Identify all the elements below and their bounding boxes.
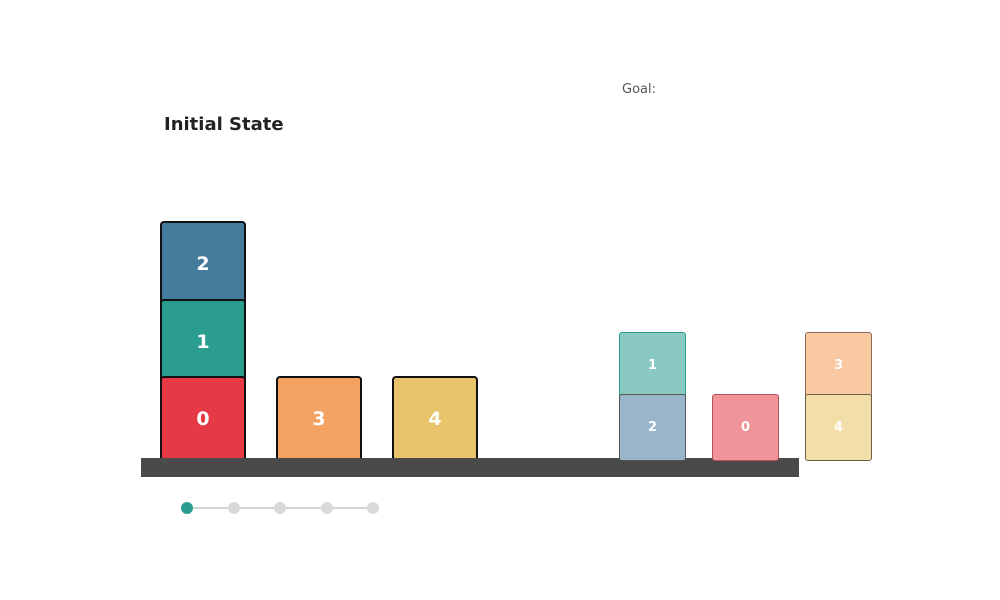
goal-block-3: 3 — [805, 332, 872, 399]
step-dot-1[interactable] — [181, 502, 193, 514]
state-title: Initial State — [164, 114, 284, 135]
block-1[interactable]: 1 — [160, 299, 246, 385]
step-dot-2[interactable] — [228, 502, 240, 514]
goal-block-1: 1 — [619, 332, 686, 399]
goal-block-0: 0 — [712, 394, 779, 461]
block-2[interactable]: 2 — [160, 221, 246, 307]
block-0[interactable]: 0 — [160, 376, 246, 462]
step-dot-4[interactable] — [321, 502, 333, 514]
goal-block-2: 2 — [619, 394, 686, 461]
step-dot-3[interactable] — [274, 502, 286, 514]
block-4[interactable]: 4 — [392, 376, 478, 462]
step-dot-5[interactable] — [367, 502, 379, 514]
table-surface — [141, 458, 799, 477]
goal-block-4: 4 — [805, 394, 872, 461]
block-3[interactable]: 3 — [276, 376, 362, 462]
goal-label: Goal: — [622, 82, 656, 97]
